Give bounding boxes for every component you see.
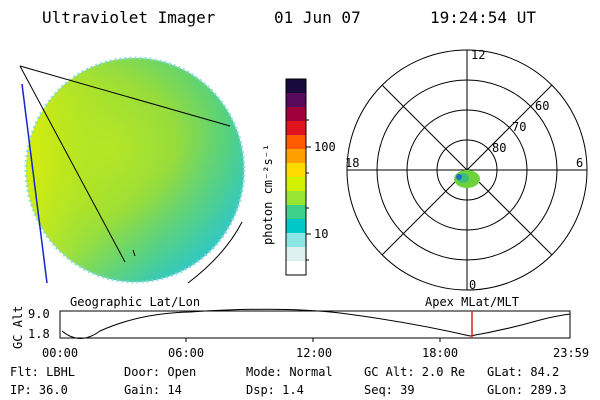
lat-label-80: 80 [492, 141, 507, 155]
filter-status: Flt: LBHL [10, 365, 76, 379]
xtick-label: 18:00 [422, 346, 459, 360]
lat-label-70: 70 [512, 120, 527, 134]
instrument-title: Ultraviolet Imager [42, 8, 216, 27]
dsp-status: Dsp: 1.4 [246, 383, 304, 397]
xtick-label: 12:00 [296, 346, 333, 360]
time-label: 19:24:54 UT [430, 8, 536, 27]
apex-label: Apex MLat/MLT [425, 295, 519, 309]
geographic-label: Geographic Lat/Lon [70, 295, 201, 309]
date-label: 01 Jun 07 [274, 8, 361, 27]
colorbar-tick-10: 10 [314, 227, 329, 241]
door-status: Door: Open [124, 365, 197, 379]
auroral-oval-blob [454, 170, 480, 188]
mlt-label-18: 18 [345, 156, 360, 170]
seq-status: Seq: 39 [364, 383, 415, 397]
ip-status: IP: 36.0 [10, 383, 68, 397]
altitude-plot [59, 308, 571, 342]
meridian-line [19, 65, 126, 263]
gc-alt-status: GC Alt: 2.0 Re [364, 365, 466, 379]
limb-arc [187, 221, 243, 284]
colorbar-label: photon cm⁻²s⁻¹ [261, 143, 275, 245]
colorbar [285, 78, 311, 276]
xtick-label: 00:00 [42, 346, 79, 360]
xtick-label: 06:00 [168, 346, 205, 360]
colorbar-tick-100: 100 [314, 140, 336, 154]
terminator-line [19, 65, 231, 127]
earth-disk-image [24, 56, 246, 284]
limb-line [21, 83, 48, 284]
glon-status: GLon: 289.3 [487, 383, 567, 397]
altitude-ylabel: GC Alt [11, 305, 25, 349]
mlt-label-6: 6 [576, 156, 584, 170]
mlt-label-12: 12 [471, 48, 486, 62]
lat-label-60: 60 [535, 99, 550, 113]
gain-status: Gain: 14 [124, 383, 182, 397]
altitude-curve [61, 308, 571, 339]
altitude-ytick-bottom: 1.8 [28, 327, 50, 341]
tick-mark [132, 249, 136, 257]
glat-status: GLat: 84.2 [487, 365, 560, 379]
altitude-ytick-top: 9.0 [28, 307, 50, 321]
mlt-label-0: 0 [469, 278, 477, 292]
mode-status: Mode: Normal [246, 365, 333, 379]
xtick-label: 23:59 [553, 346, 590, 360]
